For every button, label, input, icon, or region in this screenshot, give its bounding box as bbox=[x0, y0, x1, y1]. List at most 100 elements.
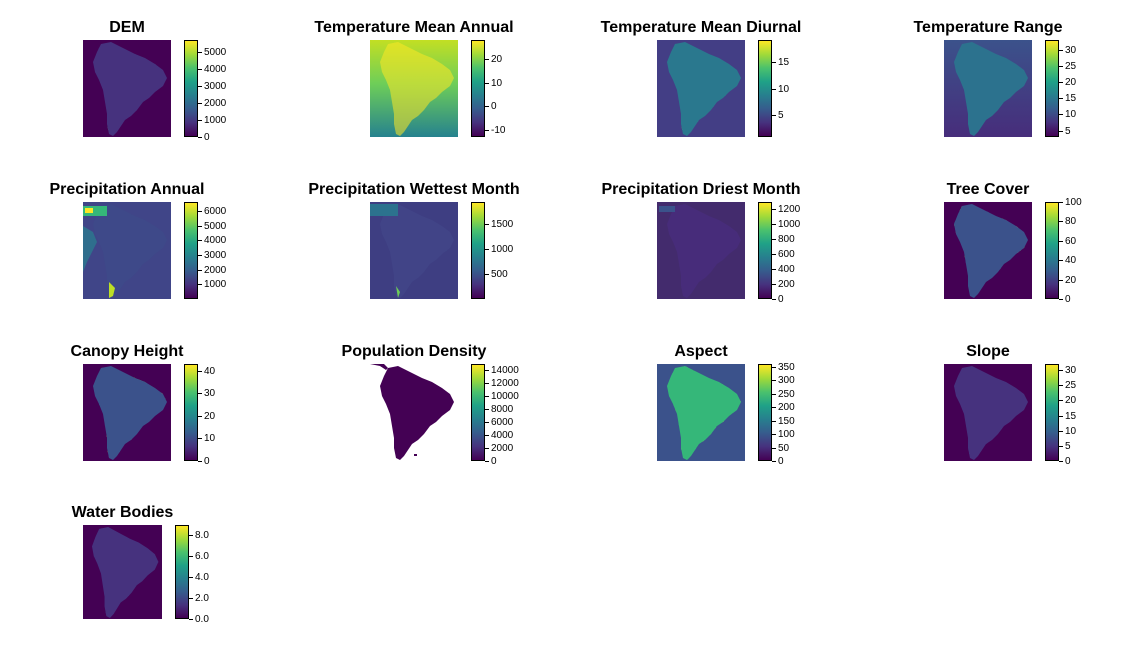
colorbar-tick-mark bbox=[198, 254, 202, 256]
colorbar-tick-mark bbox=[772, 254, 776, 256]
panel-title: Slope bbox=[966, 343, 1010, 360]
raster-map bbox=[83, 202, 171, 299]
colorbar-tick-label: 10 bbox=[1065, 425, 1077, 437]
map-panel: DEM 5000 4000 3000 2000 1000 0 bbox=[8, 18, 268, 143]
panel-title: Population Density bbox=[341, 343, 487, 360]
colorbar-tick-label: 10 bbox=[1065, 109, 1077, 121]
panel-title: Precipitation Annual bbox=[49, 181, 205, 198]
colorbar-tick-label: 4000 bbox=[204, 235, 227, 247]
colorbar-tick-label: 5000 bbox=[204, 46, 227, 58]
map-panel: Tree Cover 100 80 60 40 20 0 bbox=[869, 180, 1129, 305]
colorbar-tick-mark bbox=[198, 438, 202, 440]
raster-map bbox=[657, 202, 745, 299]
colorbar-tick-label: 30 bbox=[1065, 365, 1077, 377]
colorbar-tick-label: 5 bbox=[778, 110, 784, 122]
raster-map bbox=[944, 364, 1032, 461]
colorbar-tick-mark bbox=[1059, 202, 1063, 203]
colorbar bbox=[758, 202, 772, 299]
colorbar-tick-label: 200 bbox=[778, 402, 795, 414]
continent-shape bbox=[954, 204, 1028, 298]
colorbar-tick-mark bbox=[1059, 385, 1063, 387]
raster-map bbox=[83, 40, 171, 137]
colorbar-tick-label: 1000 bbox=[204, 279, 227, 291]
colorbar-tick-label: 1000 bbox=[778, 219, 801, 231]
colorbar-tick-label: 12000 bbox=[491, 378, 519, 390]
raster-map bbox=[370, 40, 458, 137]
colorbar-tick-mark bbox=[198, 210, 202, 212]
colorbar-tick-mark bbox=[198, 393, 202, 395]
colorbar-tick-mark bbox=[485, 224, 489, 226]
colorbar-tick-mark bbox=[1059, 279, 1063, 281]
colorbar-tick-mark bbox=[485, 249, 489, 251]
colorbar-tick-mark bbox=[1059, 130, 1063, 132]
raster-map bbox=[370, 202, 458, 299]
colorbar-tick-mark bbox=[189, 598, 193, 600]
map-panel: Precipitation Annual 6000 5000 4000 3000 2000… bbox=[8, 180, 268, 305]
colorbar-tick-label: 15 bbox=[1065, 93, 1077, 105]
colorbar-tick-mark bbox=[485, 383, 489, 385]
map-panel: Slope 30 25 20 15 10 5 0 bbox=[869, 342, 1129, 467]
colorbar-tick-label: 1000 bbox=[491, 244, 514, 256]
colorbar bbox=[1045, 364, 1059, 461]
colorbar-tick-label: 1500 bbox=[491, 219, 514, 231]
colorbar-tick-mark bbox=[772, 224, 776, 226]
map-panel: Population Density 14000 12000 10000 8000 600… bbox=[295, 342, 555, 467]
colorbar-tick-label: 3000 bbox=[204, 80, 227, 92]
continent-shape bbox=[93, 42, 167, 136]
colorbar-tick-label: 40 bbox=[1065, 255, 1077, 267]
colorbar-tick-label: 600 bbox=[778, 249, 795, 261]
colorbar-tick-label: 300 bbox=[778, 375, 795, 387]
colorbar-tick-label: 10000 bbox=[491, 391, 519, 403]
colorbar-tick-mark bbox=[1059, 461, 1063, 462]
colorbar-tick-mark bbox=[485, 274, 489, 276]
colorbar-tick-mark bbox=[772, 269, 776, 271]
colorbar-tick-label: 2000 bbox=[491, 443, 514, 455]
colorbar-tick-label: 0 bbox=[1065, 294, 1071, 305]
continent-shape bbox=[93, 204, 167, 298]
colorbar-tick-label: 400 bbox=[778, 264, 795, 276]
colorbar-tick-mark bbox=[198, 119, 202, 121]
colorbar-tick-mark bbox=[198, 461, 202, 462]
map-panel: Canopy Height 40 30 20 10 0 bbox=[8, 342, 268, 467]
colorbar-tick-label: 2000 bbox=[204, 264, 227, 276]
panel-title: Temperature Mean Diurnal bbox=[600, 19, 802, 36]
colorbar-tick-label: 50 bbox=[778, 442, 790, 454]
colorbar bbox=[758, 40, 772, 137]
colorbar-tick-mark bbox=[198, 269, 202, 271]
colorbar-tick-mark bbox=[1059, 240, 1063, 242]
colorbar-tick-mark bbox=[485, 129, 489, 131]
colorbar-tick-mark bbox=[772, 461, 776, 462]
colorbar bbox=[1045, 202, 1059, 299]
colorbar-tick-mark bbox=[772, 380, 776, 382]
colorbar-tick-mark bbox=[198, 68, 202, 70]
colorbar-tick-label: 25 bbox=[1065, 60, 1077, 72]
colorbar-tick-label: 2000 bbox=[204, 97, 227, 109]
raster-map bbox=[83, 364, 171, 461]
panel-title: Temperature Range bbox=[913, 19, 1063, 36]
colorbar-tick-mark bbox=[1059, 299, 1063, 300]
colorbar-tick-mark bbox=[1059, 430, 1063, 432]
colorbar-tick-mark bbox=[1059, 445, 1063, 447]
panel-title: Canopy Height bbox=[70, 343, 184, 360]
colorbar-tick-label: 25 bbox=[1065, 380, 1077, 392]
colorbar-tick-mark bbox=[198, 51, 202, 53]
colorbar-tick-label: 2.0 bbox=[195, 593, 209, 605]
panel-title: Aspect bbox=[674, 343, 728, 360]
raster-map bbox=[657, 40, 745, 137]
continent-shape bbox=[91, 526, 159, 619]
colorbar-tick-mark bbox=[485, 58, 489, 60]
colorbar-tick-mark bbox=[198, 284, 202, 286]
colorbar-tick-label: 20 bbox=[491, 53, 503, 65]
colorbar bbox=[184, 40, 198, 137]
colorbar-tick-label: 0 bbox=[204, 456, 210, 467]
colorbar-tick-label: 6000 bbox=[204, 205, 227, 217]
colorbar-tick-mark bbox=[198, 370, 202, 372]
colorbar-tick-mark bbox=[189, 535, 193, 537]
raster-map bbox=[944, 40, 1032, 137]
colorbar-tick-label: 500 bbox=[491, 269, 508, 281]
colorbar-tick-label: 0 bbox=[1065, 456, 1071, 467]
colorbar-tick-mark bbox=[189, 556, 193, 558]
colorbar-tick-mark bbox=[485, 82, 489, 84]
colorbar-tick-label: 4.0 bbox=[195, 572, 209, 584]
colorbar bbox=[758, 364, 772, 461]
